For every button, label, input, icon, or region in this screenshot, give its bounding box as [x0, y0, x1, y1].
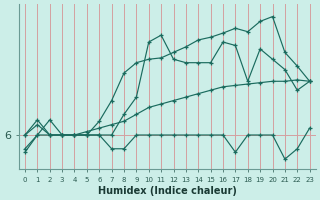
X-axis label: Humidex (Indice chaleur): Humidex (Indice chaleur) [98, 186, 237, 196]
